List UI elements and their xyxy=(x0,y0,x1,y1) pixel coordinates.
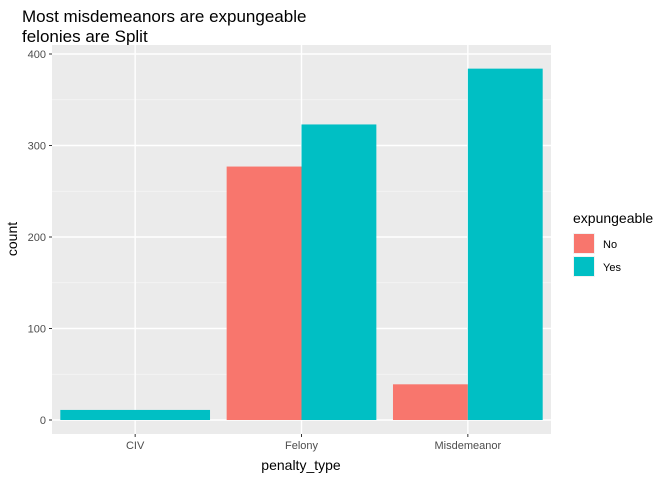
legend-label-yes: Yes xyxy=(603,262,621,274)
y-tick-label: 200 xyxy=(28,232,46,244)
x-axis-title: penalty_type xyxy=(261,457,341,473)
bar-misdemeanor-yes xyxy=(467,68,543,420)
x-tick-label-felony: Felony xyxy=(285,440,319,452)
x-tick-label-misdemeanor: Misdemeanor xyxy=(435,440,502,452)
bar-misdemeanor-no xyxy=(392,384,468,420)
bar-felony-no xyxy=(226,166,302,420)
y-tick-label: 400 xyxy=(28,49,46,61)
y-tick-label: 100 xyxy=(28,324,46,336)
x-tick-label-civ: CIV xyxy=(126,440,145,452)
legend-title: expungeable xyxy=(573,210,653,226)
chart-title-line-1: Most misdemeanors are expungeable xyxy=(22,7,306,26)
bar-civ-yes xyxy=(60,409,211,420)
legend-key-yes xyxy=(574,257,594,276)
y-tick-label: 300 xyxy=(28,141,46,153)
bar-felony-yes xyxy=(301,124,377,420)
y-axis-title: count xyxy=(4,222,20,256)
x-axis-ticks: CIV Felony Misdemeanor xyxy=(126,434,501,452)
chart-title-line-2: felonies are Split xyxy=(22,27,148,46)
legend-label-no: No xyxy=(603,239,617,251)
y-tick-label: 0 xyxy=(40,415,46,427)
y-axis-ticks: 0 100 200 300 400 xyxy=(28,49,52,427)
bars xyxy=(60,68,543,420)
legend: expungeable No Yes xyxy=(573,210,653,277)
legend-key-no xyxy=(574,234,594,253)
